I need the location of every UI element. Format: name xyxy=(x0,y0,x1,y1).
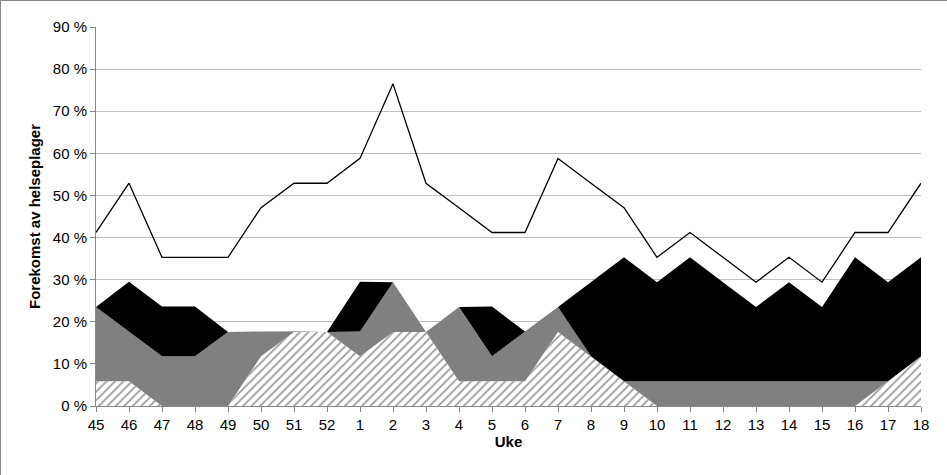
svg-text:11: 11 xyxy=(682,416,698,433)
svg-text:15: 15 xyxy=(814,416,831,433)
svg-text:45: 45 xyxy=(88,416,105,433)
svg-text:46: 46 xyxy=(121,416,138,433)
svg-text:8: 8 xyxy=(587,416,595,433)
svg-text:12: 12 xyxy=(715,416,732,433)
svg-text:6: 6 xyxy=(521,416,529,433)
svg-text:Uke: Uke xyxy=(495,433,523,450)
svg-text:48: 48 xyxy=(187,416,204,433)
svg-text:10: 10 xyxy=(649,416,666,433)
svg-text:52: 52 xyxy=(319,416,336,433)
svg-text:3: 3 xyxy=(422,416,430,433)
svg-text:49: 49 xyxy=(220,416,237,433)
svg-text:5: 5 xyxy=(488,416,496,433)
svg-text:18: 18 xyxy=(913,416,930,433)
svg-text:13: 13 xyxy=(748,416,765,433)
svg-text:40 %: 40 % xyxy=(53,229,87,246)
svg-text:60 %: 60 % xyxy=(53,145,87,162)
svg-text:30 %: 30 % xyxy=(53,271,87,288)
svg-text:51: 51 xyxy=(286,416,303,433)
svg-text:Forekomst av helseplager: Forekomst av helseplager xyxy=(26,124,43,309)
svg-text:47: 47 xyxy=(154,416,171,433)
svg-text:1: 1 xyxy=(356,416,364,433)
svg-text:50: 50 xyxy=(253,416,270,433)
svg-text:50 %: 50 % xyxy=(53,187,87,204)
svg-text:17: 17 xyxy=(880,416,897,433)
svg-text:16: 16 xyxy=(847,416,864,433)
svg-text:70 %: 70 % xyxy=(53,102,87,119)
svg-text:9: 9 xyxy=(620,416,628,433)
svg-text:80 %: 80 % xyxy=(53,60,87,77)
svg-text:20 %: 20 % xyxy=(53,313,87,330)
svg-text:10 %: 10 % xyxy=(53,355,87,372)
svg-text:0 %: 0 % xyxy=(61,397,87,414)
svg-text:4: 4 xyxy=(455,416,463,433)
svg-text:90 %: 90 % xyxy=(53,18,87,35)
svg-text:7: 7 xyxy=(554,416,562,433)
svg-text:14: 14 xyxy=(781,416,798,433)
svg-text:2: 2 xyxy=(389,416,397,433)
